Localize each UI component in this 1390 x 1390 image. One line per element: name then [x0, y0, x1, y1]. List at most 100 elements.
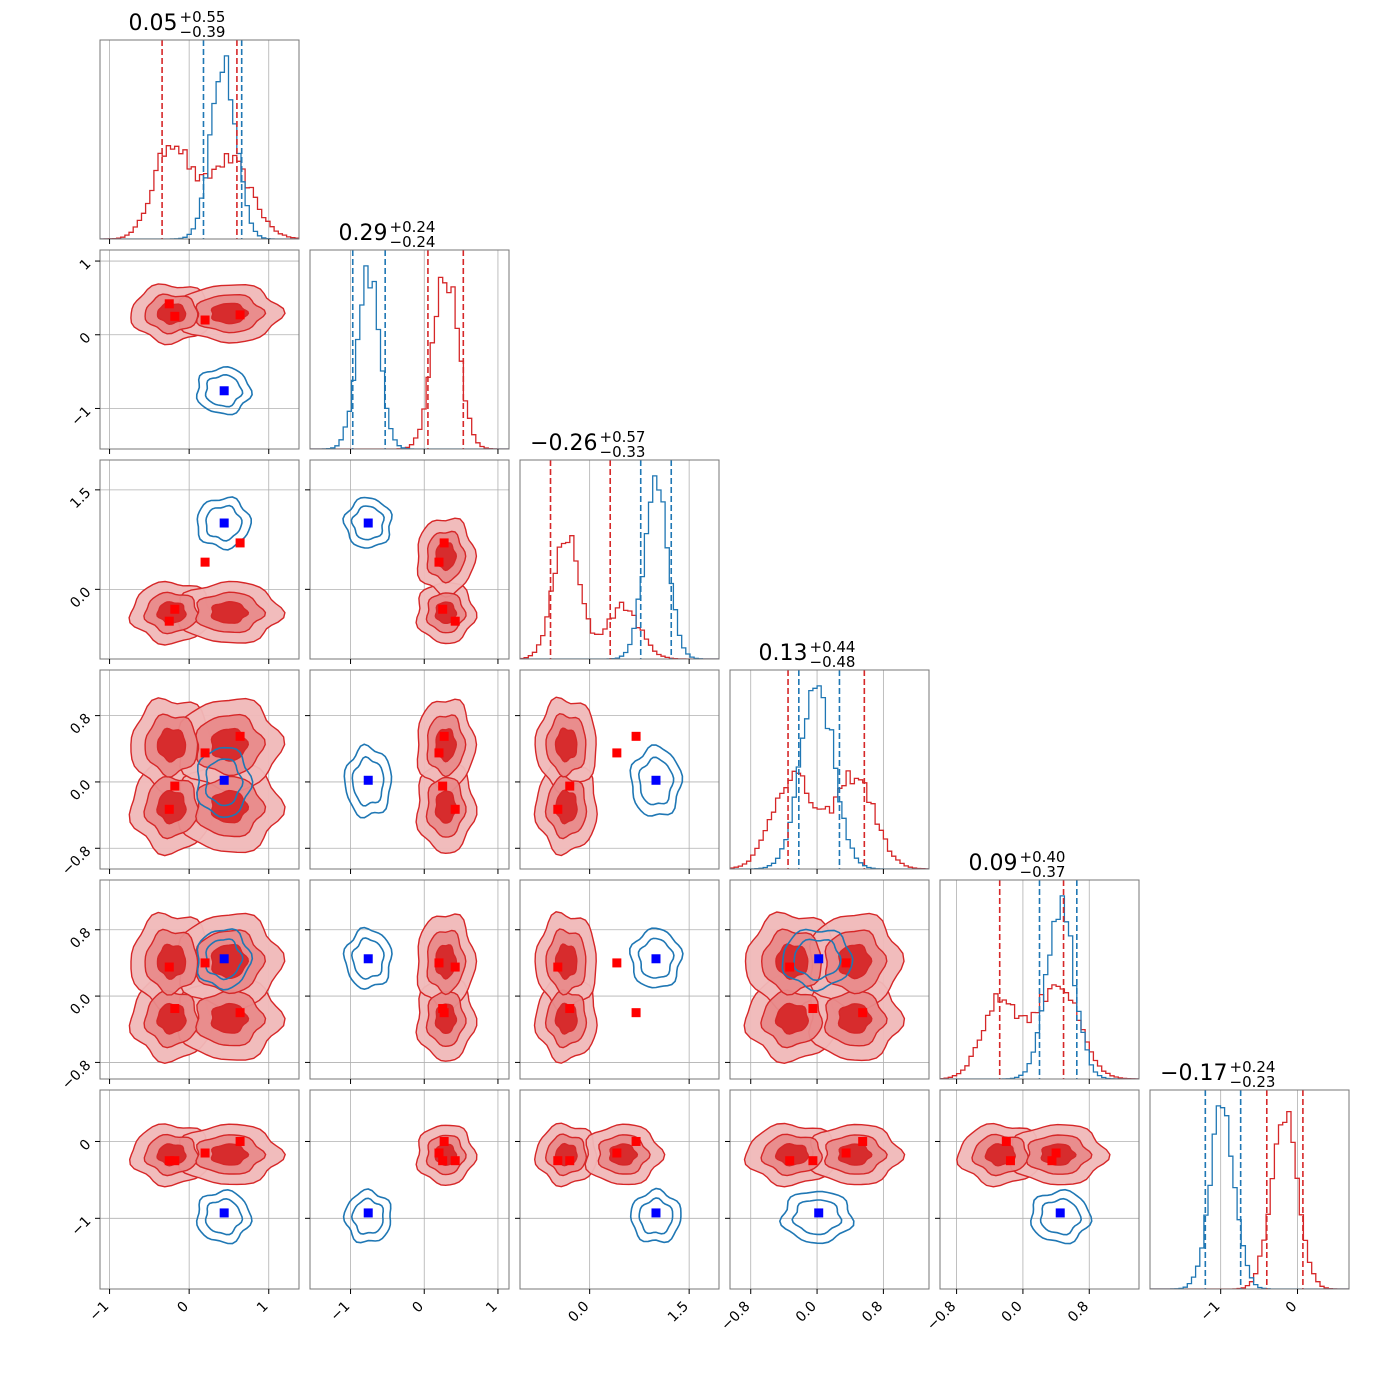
x-tick-label: 0 — [174, 1299, 192, 1317]
contour-panel-5-4: −0.8 0.0 0.8 — [924, 1089, 1140, 1334]
title-plus: +0.44 — [810, 638, 856, 656]
param-title-3: 0.13 +0.44−0.48 — [759, 638, 856, 671]
title-value: −0.26 — [530, 431, 597, 456]
histogram-panel-3: 0.13 +0.44−0.48 — [729, 638, 930, 874]
title-minus: −0.24 — [390, 233, 436, 251]
panel-frame — [309, 879, 510, 1080]
param-title-5: −0.17 +0.24−0.23 — [1160, 1058, 1275, 1091]
contour-blue — [1039, 1197, 1083, 1236]
red-marker — [170, 781, 180, 791]
panel-frame — [99, 669, 300, 870]
contour-red — [210, 943, 250, 980]
y-tick-label: 0.8 — [67, 711, 94, 738]
contour-panel-5-2: 0.0 1.5 — [515, 1089, 720, 1326]
red-marker — [200, 557, 210, 567]
contour-blue — [638, 1197, 674, 1235]
red-marker — [164, 616, 174, 626]
y-tick-label: 1 — [77, 256, 95, 274]
panel-frame — [309, 1089, 510, 1290]
red-marker — [439, 1136, 449, 1146]
red-marker — [164, 1156, 174, 1166]
red-marker — [808, 1004, 818, 1014]
contour-blue — [637, 756, 675, 806]
y-tick-label: −1 — [68, 1213, 94, 1239]
y-tick-label: 0.0 — [67, 584, 94, 611]
x-tick-label: 0.8 — [859, 1299, 886, 1326]
x-tick-label: 0.0 — [565, 1299, 592, 1326]
x-tick-label: −0.8 — [924, 1299, 959, 1334]
contour-blue — [637, 937, 675, 979]
panel-frame — [309, 669, 510, 870]
red-marker — [164, 804, 174, 814]
red-marker — [170, 311, 180, 321]
red-marker — [450, 804, 460, 814]
red-marker — [565, 1156, 575, 1166]
contour-blue — [781, 928, 854, 992]
param-title-4: 0.09 +0.40−0.37 — [969, 848, 1066, 881]
contour-panel-4-3 — [725, 879, 930, 1084]
panel-frame — [99, 459, 300, 660]
panel-frame — [729, 669, 930, 870]
red-marker — [434, 748, 444, 758]
title-minus: −0.33 — [600, 443, 646, 461]
contour-panel-5-1: −1 0 1 — [305, 1089, 510, 1325]
contour-blue — [196, 746, 254, 819]
contour-panel-3-1 — [305, 669, 510, 874]
panel-frame — [309, 459, 510, 660]
title-value: 0.29 — [339, 221, 388, 246]
title-value: 0.13 — [759, 641, 808, 666]
x-tick-label: 1 — [254, 1299, 272, 1317]
red-marker — [438, 604, 448, 614]
title-value: 0.09 — [969, 851, 1018, 876]
title-minus: −0.37 — [1020, 863, 1066, 881]
contour-panel-5-3: −0.8 0.0 0.8 — [718, 1089, 930, 1334]
panel-frame — [519, 879, 720, 1080]
param-title-2: −0.26 +0.57−0.33 — [530, 428, 645, 461]
blue-marker — [219, 775, 229, 785]
x-tick-label: 0.0 — [793, 1299, 820, 1326]
red-marker — [631, 1136, 641, 1146]
y-tick-label: 0 — [77, 1137, 95, 1155]
red-marker — [235, 731, 245, 741]
red-marker — [841, 1148, 851, 1158]
histogram-blue — [100, 55, 299, 239]
contour-blue — [629, 744, 684, 817]
title-minus: −0.39 — [180, 23, 226, 41]
x-tick-label: −1 — [1198, 1299, 1224, 1325]
title-plus: +0.55 — [180, 8, 226, 26]
blue-marker — [363, 954, 373, 964]
panel-frame — [519, 669, 720, 870]
contour-blue — [628, 927, 684, 989]
contour-red — [774, 1142, 810, 1167]
panel-frame — [519, 459, 720, 660]
red-marker — [785, 1156, 795, 1166]
red-marker — [553, 1156, 563, 1166]
red-marker — [235, 1008, 245, 1018]
x-tick-label: −1 — [327, 1299, 353, 1325]
contour-blue — [204, 1197, 244, 1236]
panel-frame — [309, 249, 510, 450]
contour-red — [156, 943, 187, 980]
contour-blue — [195, 1188, 253, 1245]
blue-marker — [219, 954, 229, 964]
contour-red — [554, 727, 578, 763]
contour-blue — [791, 1199, 843, 1236]
y-tick-label: 1.5 — [67, 485, 94, 512]
red-marker — [565, 1004, 575, 1014]
panel-frame — [939, 1089, 1140, 1290]
red-marker — [1051, 1148, 1061, 1158]
red-marker — [1005, 1156, 1015, 1166]
contour-blue — [342, 926, 393, 991]
histogram-panel-4: 0.09 +0.40−0.37 — [939, 848, 1140, 1084]
title-minus: −0.23 — [1230, 1073, 1276, 1091]
histogram-panel-1: 0.29 +0.24−0.24 — [309, 218, 510, 454]
y-tick-label: 0.0 — [67, 777, 94, 804]
contour-panel-5-0: −1 0 1 −1 0 — [68, 1089, 300, 1324]
red-marker — [434, 958, 444, 968]
panel-frame — [99, 879, 300, 1080]
contour-blue — [195, 365, 253, 416]
histogram-red — [1150, 1110, 1349, 1289]
red-marker — [808, 1156, 818, 1166]
contour-blue — [196, 928, 254, 991]
histogram-blue — [730, 685, 929, 869]
